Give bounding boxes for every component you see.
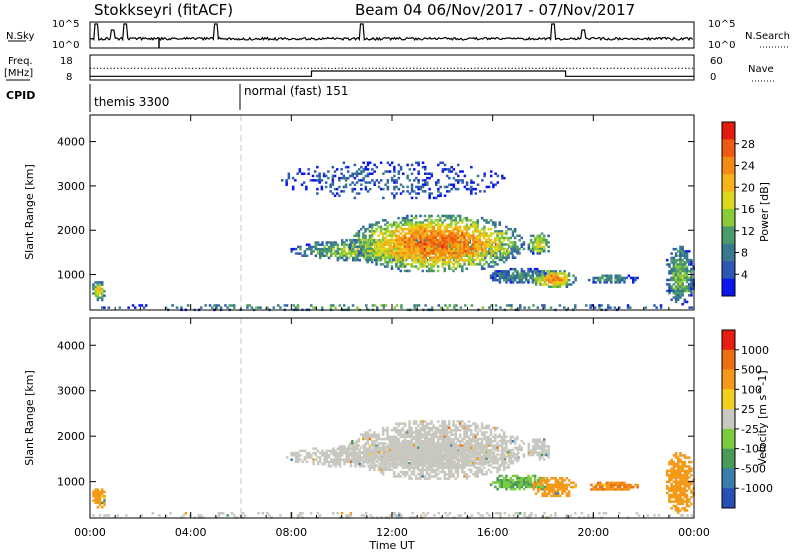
time-axis-label: Time UT <box>368 539 414 552</box>
colorbar-tick-label: 12 <box>741 225 755 238</box>
colorbar-tick-label: 100 <box>741 383 762 396</box>
colorbar-tick-label: 24 <box>741 160 755 173</box>
power-colorbar-label: Power [dB] <box>758 182 771 242</box>
velocity-colorbar-label: Velocity [m s^-1] <box>756 370 769 465</box>
colorbar-segment <box>722 468 735 489</box>
velocity-axes: 1000 2000 3000 4000 00:00 04:00 08:00 12:00 16:0… <box>57 318 710 539</box>
colorbar-segment <box>722 156 735 175</box>
vel-region-5 <box>532 477 577 498</box>
nsky-tick-top-left: 10^5 <box>52 19 79 30</box>
power-range-axis-label: Slant Range [km] <box>23 164 36 260</box>
colorbar-segment <box>722 349 735 370</box>
colorbar-tick-label: 4 <box>741 268 748 281</box>
nsearch-label: N.Search <box>745 31 790 42</box>
nave-label: Nave <box>748 64 774 75</box>
power-region-10 <box>280 161 506 200</box>
station-title: Stokkseyri (fitACF) <box>94 1 233 19</box>
colorbar-segment <box>722 488 735 509</box>
colorbar-tick-label: 20 <box>741 181 755 194</box>
colorbar-segment <box>722 278 735 297</box>
vel-region-8 <box>92 488 106 509</box>
vel-region-6 <box>590 481 639 491</box>
colorbar-tick-label: 8 <box>741 247 748 260</box>
time-tick-label: 04:00 <box>175 526 207 539</box>
range-tick-label: 3000 <box>57 385 85 398</box>
colorbar-tick-label: 1000 <box>741 344 769 357</box>
freq-label-line2: [MHz] <box>4 68 33 79</box>
colorbar-frame <box>721 329 736 509</box>
colorbar-tick-label: 500 <box>741 364 762 377</box>
colorbar-tick-label: 25 <box>741 403 755 416</box>
freq-label-line1: Freq. <box>8 56 33 67</box>
colorbar-segment <box>722 122 735 140</box>
nsky-tick-top-right: 10^5 <box>708 19 735 30</box>
velocity-heatmap <box>92 420 695 519</box>
range-tick-label: 4000 <box>57 339 85 352</box>
nsky-tick-bottom-left: 10^0 <box>52 40 79 51</box>
vel-region-4 <box>489 474 548 491</box>
time-tick-label: 12:00 <box>376 526 408 539</box>
time-tick-label: 20:00 <box>577 526 609 539</box>
velocity-range-axis-label: Slant Range [km] <box>23 370 36 466</box>
colorbar-tick-label: -100 <box>741 443 766 456</box>
power-axes: 1000 2000 3000 4000 <box>57 115 695 310</box>
colorbar-segment <box>722 226 735 245</box>
power-region-2 <box>348 214 526 273</box>
colorbar-tick-label: -25 <box>741 423 759 436</box>
time-tick-label: 16:00 <box>477 526 509 539</box>
range-tick-label: 2000 <box>57 430 85 443</box>
beam-date-title: Beam 04 06/Nov/2017 - 07/Nov/2017 <box>355 1 635 19</box>
colorbar-segment <box>722 409 735 430</box>
colorbar-segment <box>722 174 735 192</box>
power-region-5 <box>534 270 577 288</box>
cpid-mode-normal: normal (fast) 151 <box>244 84 348 98</box>
colorbar-segment <box>722 428 735 449</box>
nsky-series <box>89 23 694 42</box>
colorbar-segment <box>722 209 735 227</box>
freq-tick-bottom-right: 0 <box>710 72 716 83</box>
range-tick-label: 2000 <box>57 224 85 237</box>
power-region-7 <box>666 245 695 306</box>
colorbar-segment <box>722 191 735 210</box>
freq-tick-top-right: 60 <box>710 56 723 67</box>
time-tick-label: 00:00 <box>74 526 106 539</box>
colorbar-tick-label: 28 <box>741 138 755 151</box>
freq-tick-bottom-left: 8 <box>66 72 72 83</box>
nsky-panel-frame <box>89 21 695 49</box>
colorbar-segment <box>722 243 735 262</box>
colorbar-tick-label: -500 <box>741 462 766 475</box>
colorbar-segment <box>722 330 735 351</box>
colorbar-segment <box>722 369 735 390</box>
vel-region-3 <box>527 438 550 461</box>
cpid-mode-themis: themis 3300 <box>94 95 169 109</box>
nsky-label: N.Sky <box>6 31 34 42</box>
power-colorbar: 4 8 12 16 20 24 28 <box>721 121 755 297</box>
colorbar-segment <box>722 389 735 410</box>
colorbar-segment <box>722 139 735 158</box>
colorbar-tick-label: 16 <box>741 203 755 216</box>
vel-region-7 <box>666 452 695 514</box>
nsky-tick-bottom-right: 10^0 <box>708 40 735 51</box>
freq-series <box>90 70 694 77</box>
colorbar-segment <box>722 261 735 279</box>
power-region-3 <box>527 232 550 255</box>
freq-tick-top-left: 18 <box>60 56 73 67</box>
colorbar-tick-label: -1000 <box>741 482 773 495</box>
time-tick-label: 00:00 <box>678 526 710 539</box>
colorbar-segment <box>722 448 735 469</box>
cpid-label: CPID <box>6 89 35 102</box>
range-tick-label: 3000 <box>57 180 85 193</box>
vel-region-2 <box>348 420 526 480</box>
power-heatmap <box>92 161 695 312</box>
range-tick-label: 4000 <box>57 136 85 149</box>
freq-panel-frame <box>89 54 695 81</box>
velocity-colorbar: 1000 500 100 25 -25 -100 -500 -1000 <box>721 329 773 509</box>
range-tick-label: 1000 <box>57 269 85 282</box>
time-tick-label: 08:00 <box>275 526 307 539</box>
range-tick-label: 1000 <box>57 476 85 489</box>
power-region-8 <box>92 281 106 302</box>
power-region-6 <box>588 274 639 284</box>
